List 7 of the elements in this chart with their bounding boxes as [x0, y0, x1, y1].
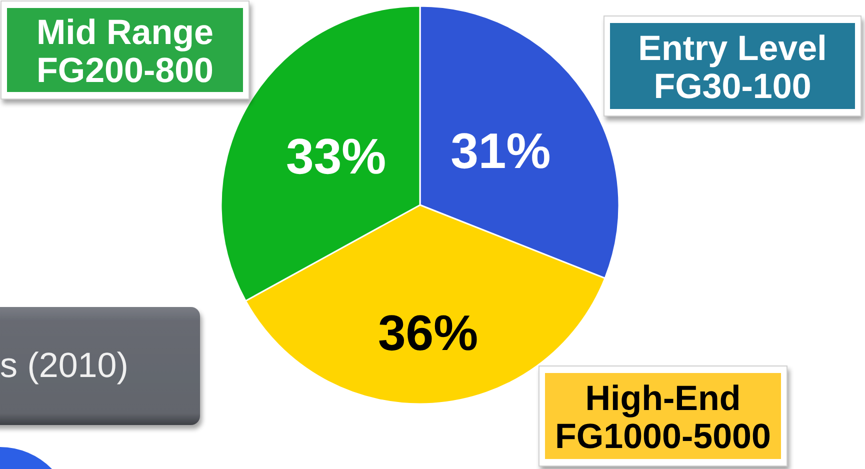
text: s (2010): [0, 346, 128, 385]
slice-label: High-End FG1000-5000: [555, 379, 771, 456]
slice-label: Mid Range FG200-800: [36, 13, 214, 90]
data-label: 31%: [450, 123, 551, 180]
data-label: 33%: [286, 128, 386, 184]
slice-label: Entry Level FG30-100: [638, 29, 827, 106]
data-label: 36%: [378, 305, 478, 362]
